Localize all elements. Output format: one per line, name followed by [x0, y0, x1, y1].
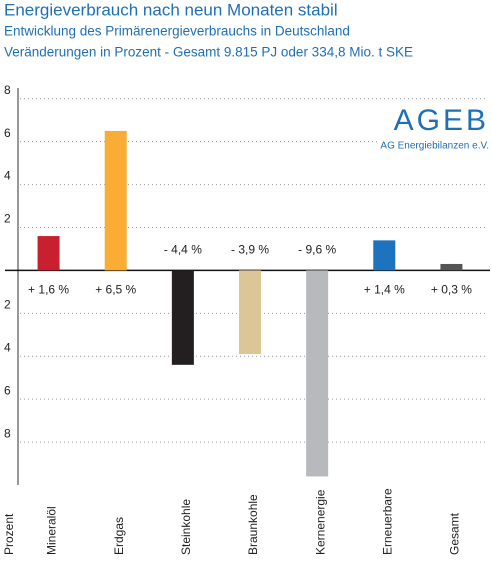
value-label: - 9,6 %	[298, 243, 336, 257]
value-label: + 0,3 %	[431, 283, 472, 297]
value-label: + 1,6 %	[28, 283, 69, 297]
y-tick-label: 4	[4, 340, 11, 354]
bar	[37, 236, 60, 271]
y-axis-label: Prozent	[2, 513, 16, 555]
logo-box	[378, 100, 490, 154]
x-tick-label: Steinkohle	[179, 499, 193, 555]
y-tick-label: 6	[4, 383, 11, 397]
value-label: - 3,9 %	[231, 243, 269, 257]
bar	[373, 240, 396, 271]
y-tick-label: 8	[4, 83, 11, 97]
bar	[239, 270, 261, 355]
bar	[306, 270, 329, 477]
x-tick-label: Erneuerbare	[380, 488, 394, 555]
value-label: - 4,4 %	[164, 243, 202, 257]
chart-title: Energieverbrauch nach neun Monaten stabi…	[4, 0, 338, 19]
logo-subtitle: AG Energiebilanzen e.V.	[380, 141, 489, 152]
y-tick-label: 2	[4, 297, 11, 311]
x-tick-label: Erdgas	[112, 517, 126, 555]
x-tick-label: Braunkohle	[246, 494, 260, 555]
value-label: + 6,5 %	[95, 283, 136, 297]
chart-subtitle: Entwicklung des Primärenergieverbrauchs …	[4, 24, 350, 39]
y-tick-label: 2	[4, 212, 11, 226]
bar	[440, 263, 463, 271]
x-tick-label: Kernenergie	[313, 489, 327, 555]
logo-title: AGEB	[394, 104, 489, 137]
y-tick-label: 6	[4, 126, 11, 140]
value-label: + 1,4 %	[364, 283, 405, 297]
x-tick-label: Gesamt	[448, 512, 462, 555]
y-tick-label: 4	[4, 169, 11, 183]
x-tick-label: Mineralöl	[45, 506, 59, 555]
bar	[104, 130, 127, 271]
chart-subtitle: Veränderungen in Prozent - Gesamt 9.815 …	[4, 45, 413, 60]
y-tick-label: 8	[4, 426, 11, 440]
bar	[171, 270, 194, 365]
